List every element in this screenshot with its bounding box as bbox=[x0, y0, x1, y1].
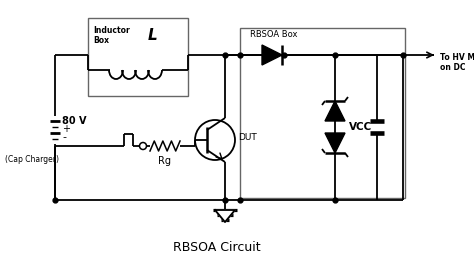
Text: Inductor
Box: Inductor Box bbox=[93, 26, 130, 45]
Bar bbox=[240, 28, 405, 198]
Polygon shape bbox=[262, 45, 282, 65]
Text: RBSOA Circuit: RBSOA Circuit bbox=[173, 241, 261, 254]
Polygon shape bbox=[325, 101, 345, 121]
Polygon shape bbox=[215, 210, 235, 222]
Text: -: - bbox=[62, 132, 66, 142]
Text: (Cap Charger): (Cap Charger) bbox=[5, 155, 59, 164]
Text: To HV Module
on DC: To HV Module on DC bbox=[440, 53, 474, 72]
Text: DUT: DUT bbox=[238, 134, 257, 143]
Bar bbox=[88, 18, 188, 96]
Text: 80 V: 80 V bbox=[62, 116, 86, 126]
Text: Rg: Rg bbox=[158, 156, 172, 166]
Text: L: L bbox=[148, 28, 158, 43]
Text: +: + bbox=[62, 124, 70, 134]
Text: VCC: VCC bbox=[349, 122, 372, 132]
Polygon shape bbox=[325, 133, 345, 153]
Text: RBSOA Box: RBSOA Box bbox=[250, 30, 298, 39]
Polygon shape bbox=[215, 210, 235, 222]
